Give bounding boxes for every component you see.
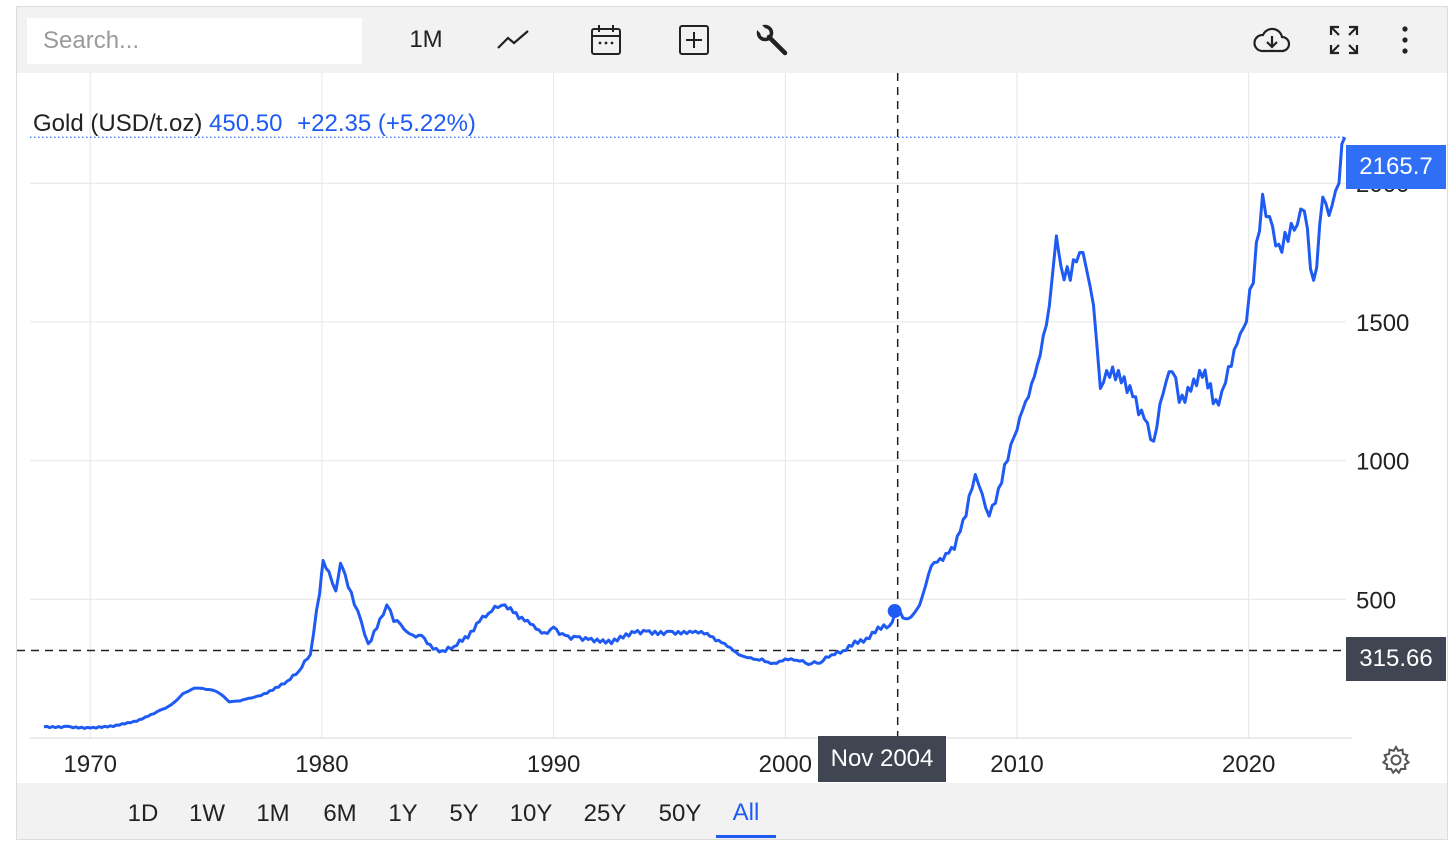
crosshair-price-tag: 315.66 (1346, 637, 1446, 681)
range-button-6m[interactable]: 6M (323, 800, 357, 827)
more-vert-icon[interactable] (1388, 18, 1422, 62)
x-tick-label: 2000 (759, 751, 812, 778)
x-tick-label: 1970 (64, 751, 117, 778)
fullscreen-icon[interactable] (1322, 18, 1366, 62)
legend-value: 450.50 (209, 110, 283, 137)
range-button-5y[interactable]: 5Y (449, 800, 479, 827)
chart-legend: Gold (USD/t.oz) 450.50 +22.35 (+5.22%) (33, 110, 476, 138)
x-tick-label: 2020 (1222, 751, 1275, 778)
search-input[interactable] (27, 18, 362, 64)
range-button-all[interactable]: All (716, 790, 776, 838)
chart-widget (16, 6, 1448, 840)
range-bar (17, 783, 1447, 839)
wrench-icon[interactable] (750, 18, 794, 62)
gear-icon[interactable] (1380, 744, 1412, 776)
x-tick-label: 1990 (527, 751, 580, 778)
legend-change: +22.35 (+5.22%) (297, 110, 476, 137)
interval-button[interactable]: 1M (409, 26, 443, 53)
y-tick-label: 1000 (1356, 449, 1409, 476)
calendar-icon[interactable] (584, 18, 628, 62)
series-line-gold (43, 136, 1347, 730)
range-button-1d[interactable]: 1D (127, 800, 159, 827)
y-tick-label: 500 (1356, 587, 1396, 614)
plus-box-icon[interactable] (672, 18, 716, 62)
legend-series-name: Gold (USD/t.oz) (33, 110, 203, 137)
last-price-tag: 2165.7 (1346, 145, 1446, 189)
range-button-1w[interactable]: 1W (189, 800, 225, 827)
line-chart-icon[interactable] (492, 18, 536, 62)
crosshair-date-tag: Nov 2004 (818, 736, 946, 782)
x-tick-label: 1980 (295, 751, 348, 778)
range-button-10y[interactable]: 10Y (509, 800, 553, 827)
y-tick-label: 1500 (1356, 310, 1409, 337)
cloud-download-icon[interactable] (1249, 18, 1295, 62)
range-button-1y[interactable]: 1Y (388, 800, 418, 827)
range-button-25y[interactable]: 25Y (583, 800, 627, 827)
crosshair-point (887, 604, 902, 619)
x-tick-label: 2010 (990, 751, 1043, 778)
range-button-1m[interactable]: 1M (256, 800, 290, 827)
range-button-50y[interactable]: 50Y (658, 800, 702, 827)
